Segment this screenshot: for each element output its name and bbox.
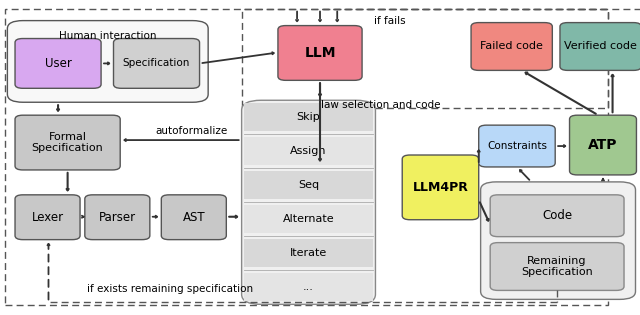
Text: law selection and code: law selection and code	[321, 100, 440, 110]
FancyBboxPatch shape	[479, 125, 555, 167]
FancyBboxPatch shape	[481, 182, 636, 299]
Text: Constraints: Constraints	[487, 141, 547, 151]
FancyBboxPatch shape	[15, 38, 101, 88]
Text: Lexer: Lexer	[31, 211, 63, 224]
Bar	[244, 171, 372, 199]
FancyBboxPatch shape	[113, 38, 200, 88]
FancyBboxPatch shape	[278, 26, 362, 80]
FancyBboxPatch shape	[560, 23, 640, 70]
Text: AST: AST	[182, 211, 205, 224]
FancyBboxPatch shape	[570, 115, 636, 175]
Text: Failed code: Failed code	[480, 42, 543, 51]
Text: Code: Code	[542, 209, 572, 222]
FancyBboxPatch shape	[161, 195, 227, 240]
Text: Alternate: Alternate	[283, 214, 334, 224]
Text: LLM: LLM	[304, 46, 336, 60]
Text: Verified code: Verified code	[564, 42, 637, 51]
Bar	[244, 205, 372, 233]
Text: ...: ...	[303, 282, 314, 292]
Bar	[244, 103, 372, 131]
FancyBboxPatch shape	[85, 195, 150, 240]
Text: Seq: Seq	[298, 180, 319, 190]
Bar	[244, 239, 372, 267]
FancyBboxPatch shape	[490, 195, 624, 237]
FancyBboxPatch shape	[471, 23, 552, 70]
Text: Parser: Parser	[99, 211, 136, 224]
Text: if exists remaining specification: if exists remaining specification	[87, 284, 253, 295]
FancyBboxPatch shape	[15, 195, 80, 240]
Text: autoformalize: autoformalize	[156, 126, 228, 136]
Text: ATP: ATP	[588, 138, 618, 152]
FancyBboxPatch shape	[490, 243, 624, 290]
Text: LLM4PR: LLM4PR	[413, 181, 468, 194]
FancyBboxPatch shape	[15, 115, 120, 170]
Text: Skip: Skip	[297, 112, 321, 122]
FancyBboxPatch shape	[402, 155, 479, 220]
Text: Formal
Specification: Formal Specification	[32, 132, 104, 153]
Text: Specification: Specification	[123, 58, 190, 68]
Bar	[244, 137, 372, 165]
Text: Human interaction: Human interaction	[59, 31, 157, 41]
Bar	[244, 273, 372, 301]
FancyBboxPatch shape	[242, 100, 376, 304]
Text: Iterate: Iterate	[290, 248, 327, 258]
FancyBboxPatch shape	[8, 20, 208, 102]
Text: User: User	[45, 57, 72, 70]
Text: if fails: if fails	[374, 16, 405, 26]
Bar	[242, 9, 608, 108]
Text: Assign: Assign	[291, 146, 327, 156]
Text: Remaining
Specification: Remaining Specification	[521, 256, 593, 277]
